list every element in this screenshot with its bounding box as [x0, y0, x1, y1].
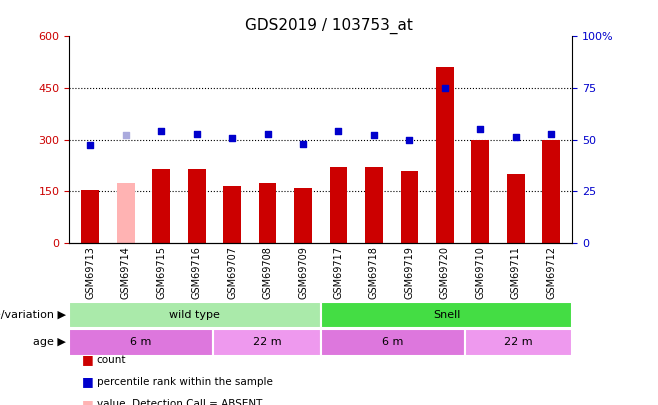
Point — [404, 136, 415, 143]
Point — [156, 128, 166, 135]
Bar — [223, 186, 241, 243]
Bar — [259, 183, 276, 243]
Text: GDS2019 / 103753_at: GDS2019 / 103753_at — [245, 18, 413, 34]
Text: 6 m: 6 m — [130, 337, 152, 347]
Bar — [436, 67, 454, 243]
Point — [85, 142, 95, 148]
Bar — [188, 169, 205, 243]
Bar — [471, 140, 489, 243]
Point — [227, 134, 238, 141]
Bar — [401, 171, 418, 243]
Point — [333, 128, 343, 135]
Bar — [82, 190, 99, 243]
Text: ■: ■ — [82, 398, 94, 405]
Text: count: count — [97, 355, 126, 364]
Bar — [507, 174, 524, 243]
Point — [511, 133, 521, 140]
Bar — [542, 140, 560, 243]
Point — [475, 126, 486, 133]
Text: value, Detection Call = ABSENT: value, Detection Call = ABSENT — [97, 399, 262, 405]
Text: 22 m: 22 m — [253, 337, 281, 347]
Bar — [117, 183, 135, 243]
Bar — [321, 302, 572, 328]
Bar — [465, 329, 572, 356]
Point — [191, 130, 202, 137]
Text: ■: ■ — [82, 353, 94, 366]
Bar — [330, 167, 347, 243]
Point — [440, 85, 450, 92]
Text: age ▶: age ▶ — [33, 337, 66, 347]
Bar — [69, 329, 213, 356]
Bar — [69, 302, 321, 328]
Text: Snell: Snell — [433, 310, 461, 320]
Point — [120, 131, 131, 138]
Bar — [365, 167, 383, 243]
Bar — [213, 329, 321, 356]
Text: wild type: wild type — [170, 310, 220, 320]
Point — [298, 141, 309, 147]
Bar — [321, 329, 465, 356]
Bar — [294, 188, 312, 243]
Text: 22 m: 22 m — [504, 337, 533, 347]
Point — [263, 130, 273, 137]
Bar — [153, 169, 170, 243]
Text: ■: ■ — [82, 375, 94, 388]
Text: percentile rank within the sample: percentile rank within the sample — [97, 377, 272, 387]
Text: genotype/variation ▶: genotype/variation ▶ — [0, 310, 66, 320]
Point — [368, 131, 379, 138]
Point — [546, 130, 557, 137]
Text: 6 m: 6 m — [382, 337, 403, 347]
